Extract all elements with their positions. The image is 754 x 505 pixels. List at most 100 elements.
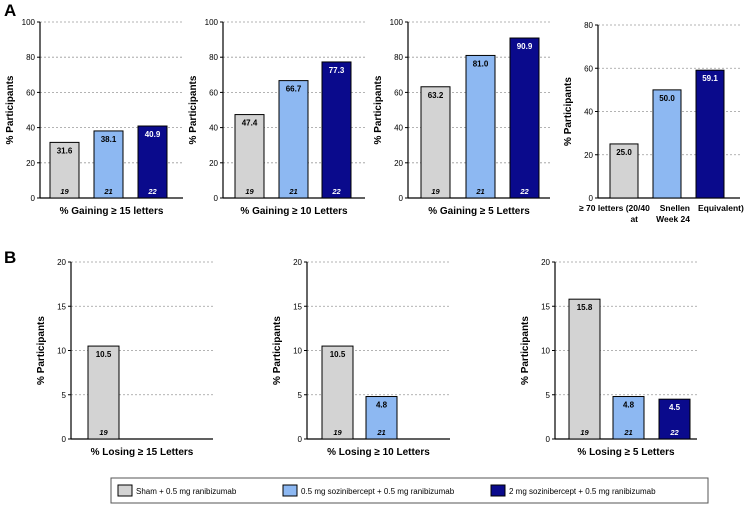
- y-tick-label: 100: [205, 18, 219, 27]
- bar-n-label: 19: [333, 428, 342, 437]
- bar-value-label: 31.6: [57, 146, 73, 155]
- x-axis-label-part: at: [630, 214, 638, 224]
- bar-n-label: 19: [245, 187, 254, 196]
- bar: [509, 37, 540, 199]
- legend: Sham + 0.5 mg ranibizumab 0.5 mg sozinibe…: [110, 477, 709, 504]
- y-tick-label: 80: [26, 53, 35, 62]
- bar: [234, 114, 265, 199]
- bar-n-label: 21: [475, 187, 484, 196]
- x-axis-label: % Gaining ≥ 15 letters: [60, 206, 164, 217]
- bar-n-label: 21: [288, 187, 297, 196]
- legend-label: 0.5 mg sozinibercept + 0.5 mg ranibizuma…: [301, 487, 455, 496]
- y-tick-label: 100: [22, 18, 36, 27]
- bar: [137, 125, 168, 199]
- bar-value-label: 66.7: [286, 85, 302, 94]
- legend-label: Sham + 0.5 mg ranibizumab: [136, 487, 237, 496]
- y-tick-label: 5: [546, 391, 551, 400]
- bar-value-label: 25.0: [616, 148, 632, 157]
- y-tick-label: 40: [394, 124, 403, 133]
- panel-label-a: A: [4, 1, 16, 20]
- bar-value-label: 81.0: [473, 59, 489, 68]
- bar-n-label: 21: [623, 428, 632, 437]
- bar-value-label: 38.1: [101, 135, 117, 144]
- x-axis-label: % Gaining ≥ 5 Letters: [428, 206, 530, 217]
- y-tick-label: 80: [584, 21, 593, 30]
- y-axis-label: % Participants: [5, 75, 16, 144]
- bar-value-label: 47.4: [242, 119, 258, 128]
- y-tick-label: 20: [293, 258, 302, 267]
- bar: [465, 54, 496, 199]
- x-axis-label-part: Week 24: [656, 214, 690, 224]
- bar: [658, 398, 691, 440]
- chart-1: 0 20 40 60 80 100 % Participants 31.6 19 38.1 21 40…: [5, 18, 183, 217]
- y-tick-label: 0: [62, 435, 67, 444]
- y-tick-label: 0: [298, 435, 303, 444]
- bar-n-label: 22: [147, 187, 157, 196]
- bar: [321, 61, 352, 199]
- bar-n-label: 19: [60, 187, 69, 196]
- bar-value-label: 4.8: [376, 401, 388, 410]
- y-tick-label: 5: [62, 391, 67, 400]
- bar: [695, 69, 725, 199]
- y-axis-label: % Participants: [520, 316, 531, 385]
- bar-value-label: 59.1: [702, 74, 718, 83]
- chart-7: 0 5 10 15 20 % Participants 15.8 19 4.8 21 4.5 22 % …: [520, 258, 697, 458]
- y-axis-label: % Participants: [36, 316, 47, 385]
- y-tick-label: 60: [209, 88, 218, 97]
- y-axis-label: % Participants: [188, 75, 199, 144]
- bar-value-label: 10.5: [96, 350, 112, 359]
- y-tick-label: 60: [584, 64, 593, 73]
- chart-4: 0 20 40 60 80 % Participants 25.0 50.0 59.1 ≥ 70 …: [563, 21, 744, 224]
- y-tick-label: 40: [26, 124, 35, 133]
- y-tick-label: 40: [209, 124, 218, 133]
- y-tick-label: 15: [293, 302, 302, 311]
- chart-3: 0 20 40 60 80 100 % Participants 63.2 19 81.0 21 90…: [373, 18, 550, 217]
- bar-value-label: 4.8: [623, 401, 635, 410]
- bar: [609, 143, 639, 199]
- bar-n-label: 19: [99, 428, 108, 437]
- y-tick-label: 0: [546, 435, 551, 444]
- chart-5: 0 5 10 15 20 % Participants 10.5 19 % Losing ≥ 1…: [36, 258, 213, 458]
- bar-n-label: 22: [331, 187, 341, 196]
- y-tick-label: 15: [57, 302, 66, 311]
- panel-label-b: B: [4, 248, 16, 267]
- bar: [321, 345, 354, 440]
- bar-value-label: 10.5: [330, 350, 346, 359]
- bar: [652, 89, 682, 199]
- bar: [278, 80, 309, 199]
- x-axis-label-part: Snellen: [660, 203, 690, 213]
- legend-label: 2 mg sozinibercept + 0.5 mg ranibizumab: [509, 487, 656, 496]
- y-tick-label: 20: [26, 159, 35, 168]
- bar-n-label: 21: [376, 428, 385, 437]
- legend-swatch: [282, 484, 298, 497]
- y-tick-label: 80: [394, 53, 403, 62]
- y-tick-label: 20: [57, 258, 66, 267]
- y-tick-label: 60: [26, 88, 35, 97]
- y-tick-label: 10: [57, 347, 66, 356]
- y-tick-label: 40: [584, 108, 593, 117]
- x-axis-label: % Losing ≥ 10 Letters: [327, 447, 430, 458]
- bar-value-label: 40.9: [145, 130, 161, 139]
- bar-value-label: 50.0: [659, 94, 675, 103]
- x-axis-label-part: Equivalent): [698, 203, 744, 213]
- legend-box: [110, 477, 709, 504]
- y-tick-label: 0: [589, 194, 594, 203]
- y-tick-label: 20: [209, 159, 218, 168]
- bar: [612, 396, 645, 440]
- y-tick-label: 20: [394, 159, 403, 168]
- y-axis-label: % Participants: [373, 75, 384, 144]
- bar: [87, 345, 120, 440]
- y-tick-label: 20: [541, 258, 550, 267]
- bar-n-label: 22: [669, 428, 679, 437]
- legend-swatch: [117, 484, 133, 497]
- y-tick-label: 0: [31, 194, 36, 203]
- bar-n-label: 21: [103, 187, 112, 196]
- y-tick-label: 80: [209, 53, 218, 62]
- bar-value-label: 90.9: [517, 42, 533, 51]
- bar-value-label: 15.8: [577, 303, 593, 312]
- x-axis-label: % Gaining ≥ 10 Letters: [240, 206, 348, 217]
- bar-value-label: 63.2: [428, 91, 444, 100]
- x-axis-label-part: ≥ 70 letters (20/40: [579, 203, 650, 213]
